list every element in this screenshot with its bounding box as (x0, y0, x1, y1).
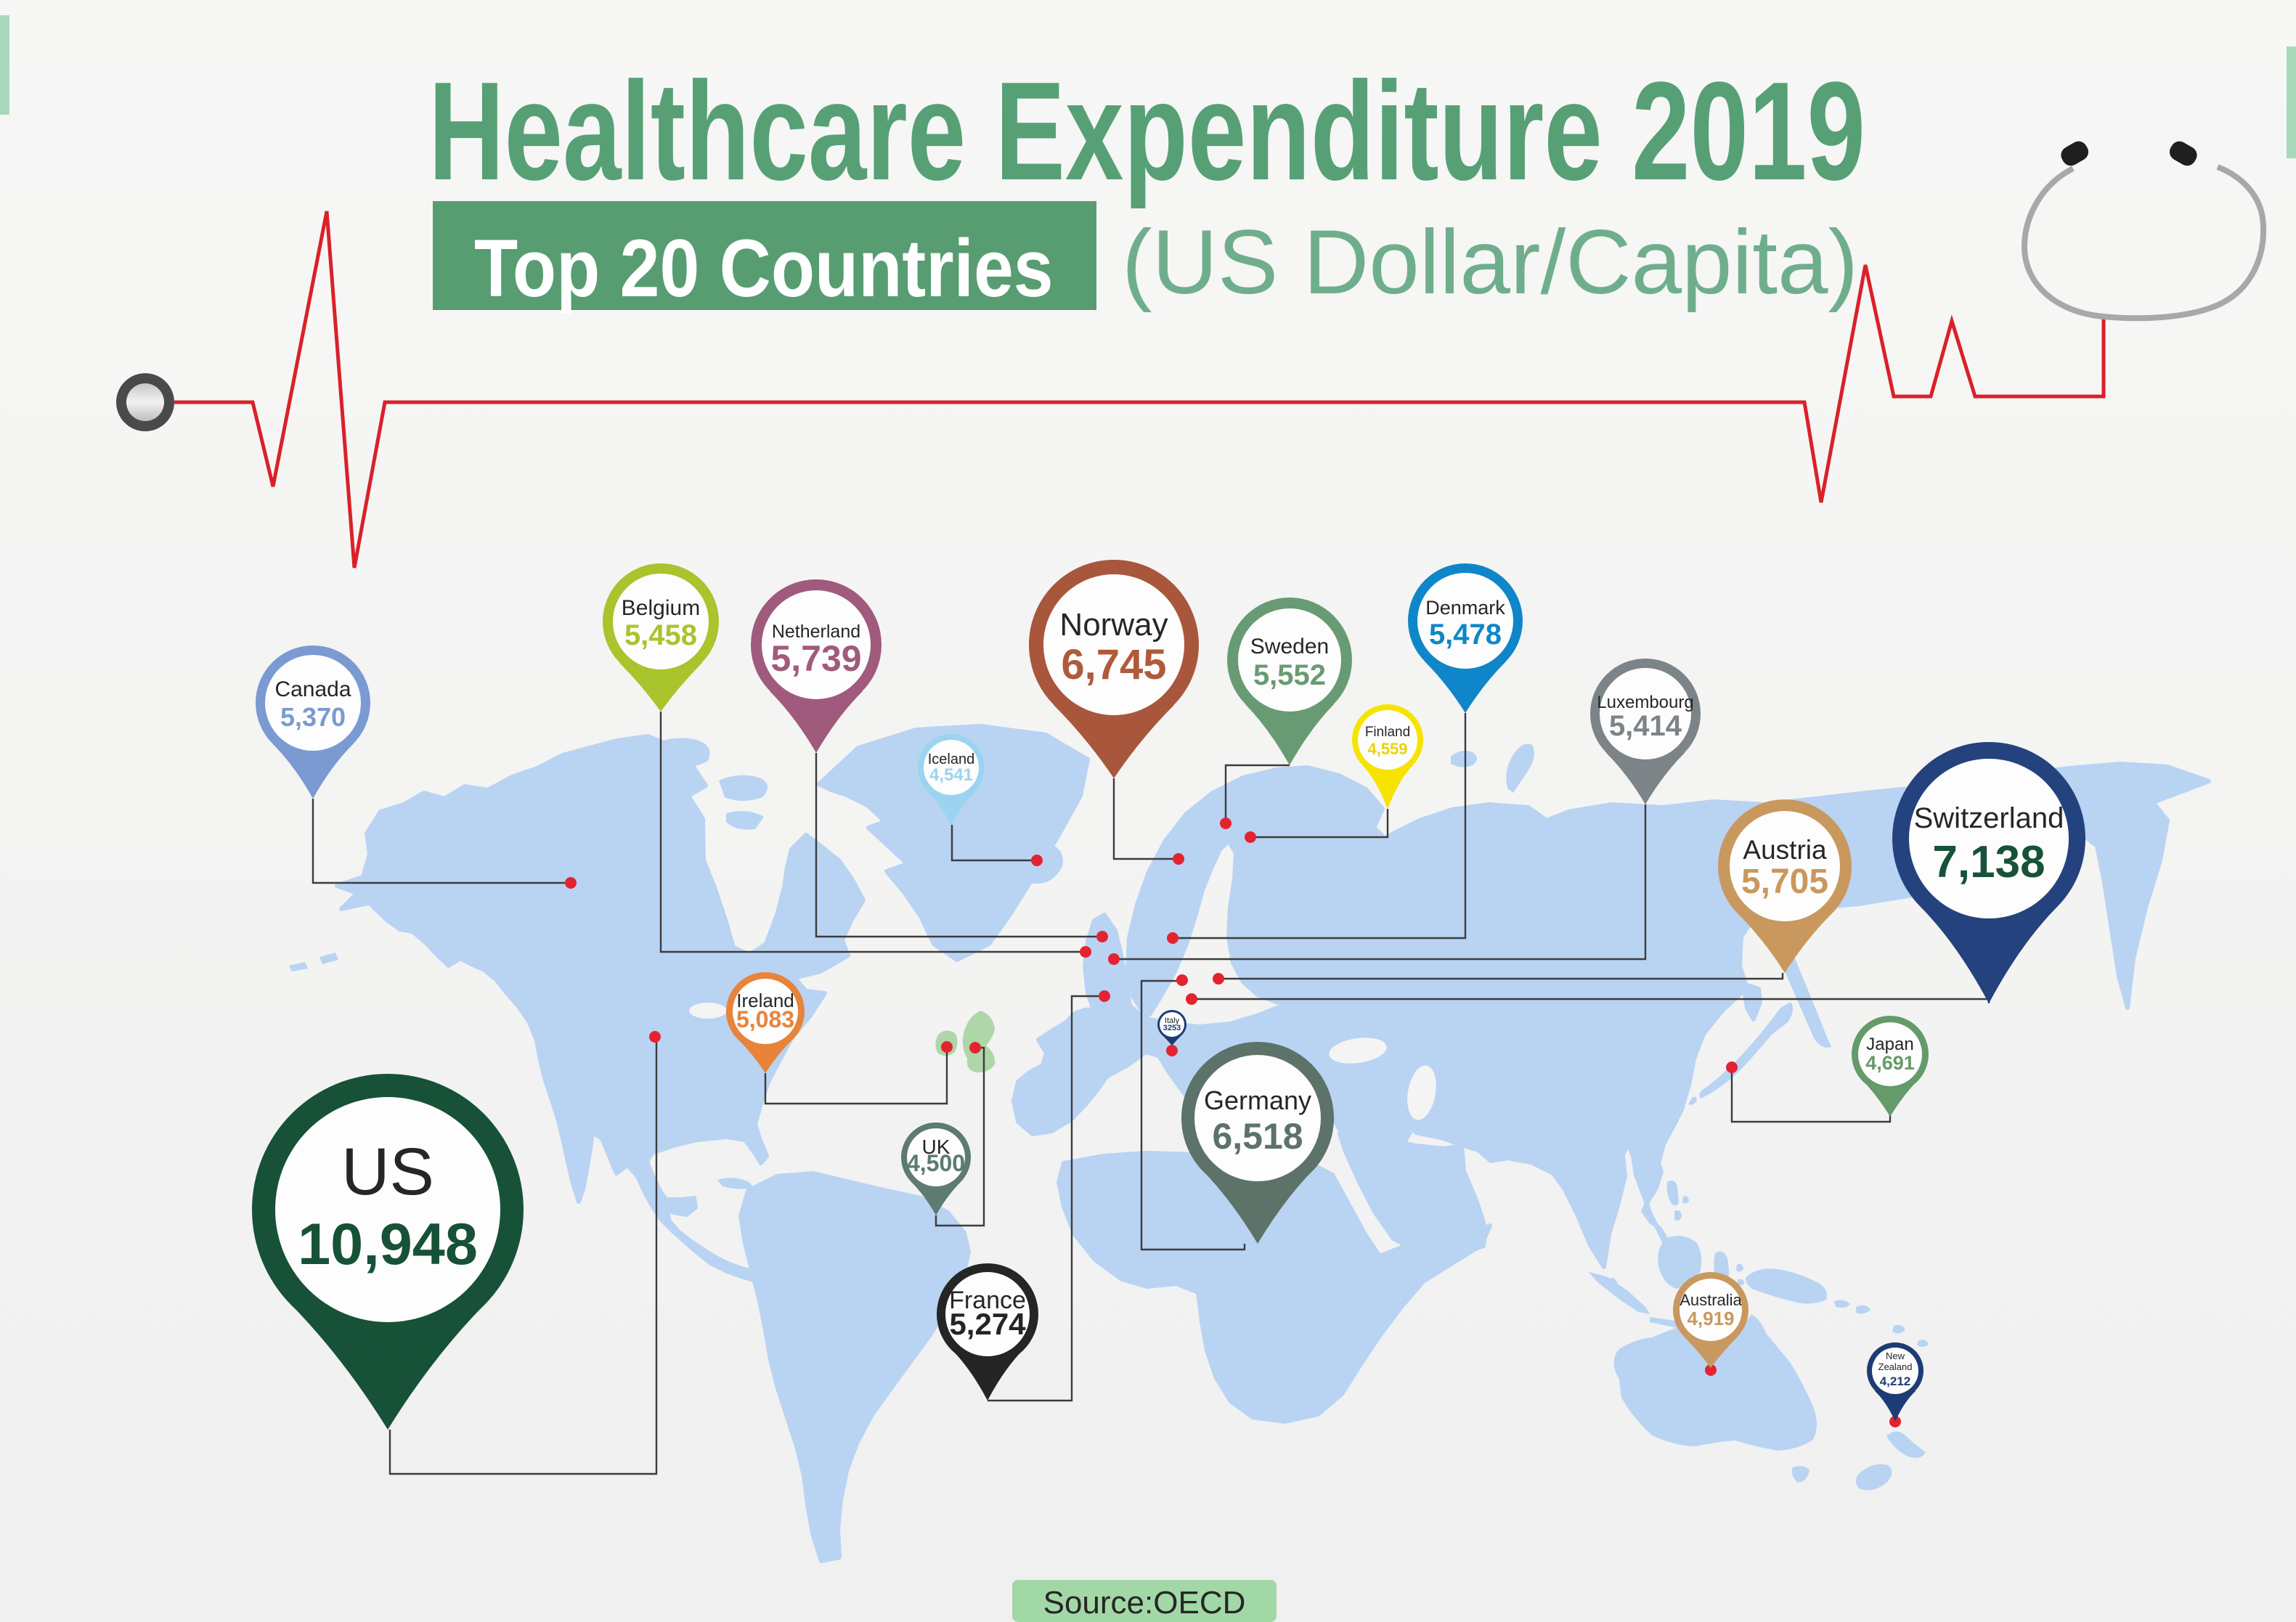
svg-text:4,541: 4,541 (929, 765, 973, 785)
svg-text:US: US (341, 1135, 434, 1209)
svg-text:Germany: Germany (1204, 1085, 1311, 1115)
svg-text:Canada: Canada (274, 677, 351, 701)
svg-text:4,559: 4,559 (1367, 740, 1407, 758)
svg-text:3253: 3253 (1163, 1024, 1181, 1032)
svg-text:Denmark: Denmark (1425, 597, 1505, 619)
svg-text:Norway: Norway (1059, 607, 1168, 643)
svg-text:Healthcare Expenditure 2019: Healthcare Expenditure 2019 (428, 54, 1865, 210)
svg-text:5,552: 5,552 (1253, 659, 1326, 691)
svg-text:France: France (949, 1287, 1026, 1314)
svg-text:5,478: 5,478 (1429, 619, 1502, 651)
svg-text:5,705: 5,705 (1741, 863, 1828, 901)
svg-text:5,458: 5,458 (624, 619, 697, 651)
svg-text:UK: UK (922, 1136, 950, 1158)
svg-text:Luxembourg: Luxembourg (1597, 693, 1693, 712)
svg-text:4,500: 4,500 (907, 1150, 965, 1176)
svg-text:10,948: 10,948 (298, 1212, 478, 1277)
svg-text:Top 20 Countries: Top 20 Countries (474, 224, 1054, 314)
svg-text:5,274: 5,274 (949, 1307, 1026, 1341)
svg-text:5,739: 5,739 (770, 638, 861, 679)
svg-text:Netherland: Netherland (772, 622, 860, 642)
svg-text:Austria: Austria (1743, 835, 1827, 865)
svg-text:7,138: 7,138 (1932, 837, 2045, 887)
svg-text:5,414: 5,414 (1609, 710, 1682, 742)
svg-text:Japan: Japan (1866, 1035, 1913, 1054)
svg-text:4,919: 4,919 (1687, 1308, 1734, 1329)
svg-text:Zealand: Zealand (1878, 1361, 1913, 1372)
svg-text:Sweden: Sweden (1250, 635, 1329, 659)
svg-text:Italy: Italy (1165, 1016, 1180, 1025)
svg-text:New: New (1886, 1350, 1905, 1361)
svg-text:4,212: 4,212 (1880, 1374, 1911, 1388)
svg-text:Australia: Australia (1680, 1291, 1742, 1309)
svg-text:Ireland: Ireland (736, 990, 794, 1011)
svg-text:Source:OECD: Source:OECD (1043, 1585, 1246, 1621)
svg-text:(US Dollar/Capita): (US Dollar/Capita) (1122, 212, 1858, 313)
svg-text:Switzerland: Switzerland (1914, 802, 2064, 834)
svg-text:4,691: 4,691 (1865, 1052, 1915, 1074)
svg-text:5,370: 5,370 (280, 702, 346, 732)
svg-text:Belgium: Belgium (622, 596, 700, 620)
svg-text:6,745: 6,745 (1061, 641, 1166, 688)
svg-text:Iceland: Iceland (928, 751, 975, 767)
svg-text:5,083: 5,083 (736, 1006, 794, 1032)
svg-text:Finland: Finland (1365, 725, 1410, 740)
svg-text:6,518: 6,518 (1212, 1116, 1303, 1157)
